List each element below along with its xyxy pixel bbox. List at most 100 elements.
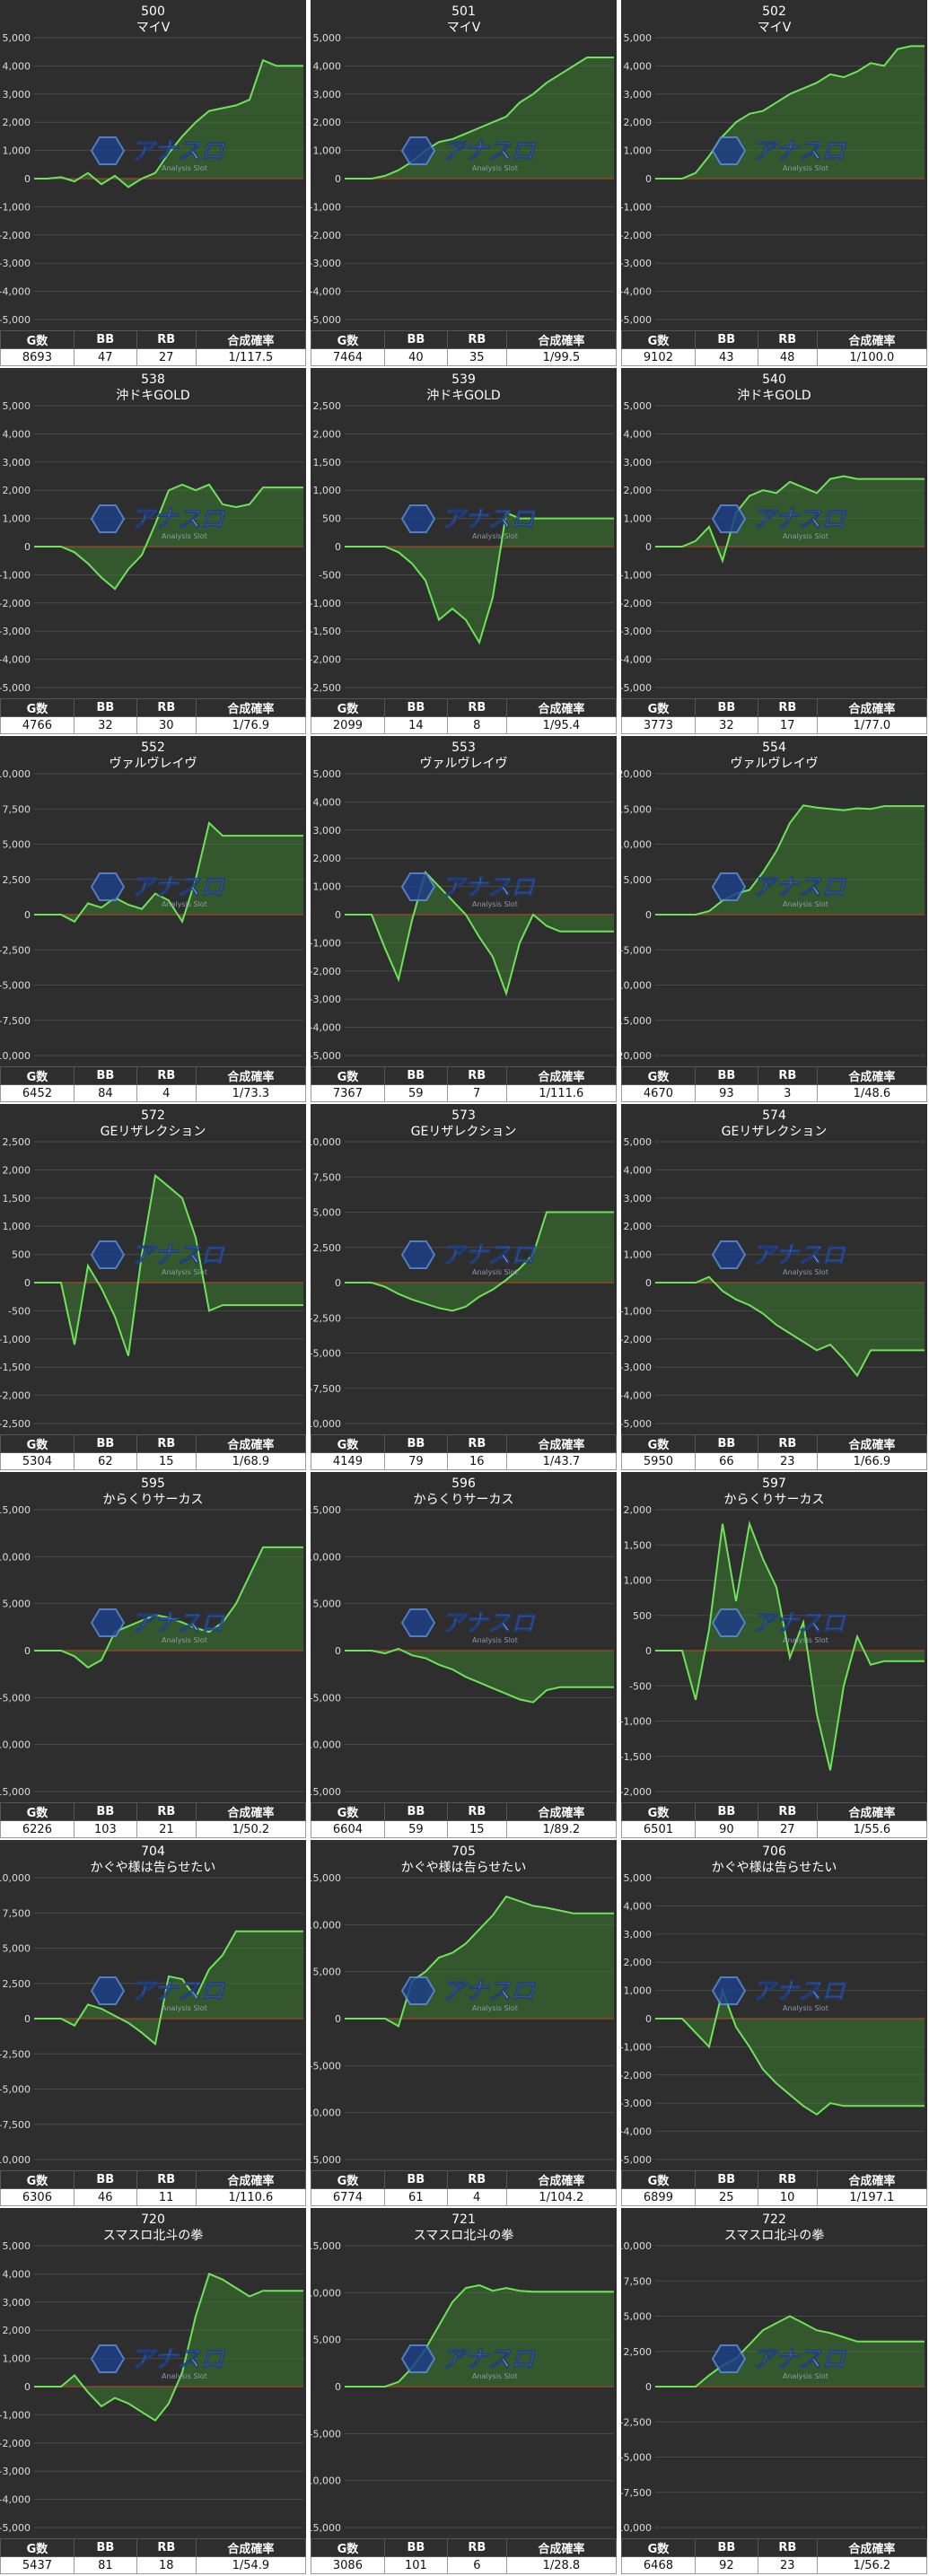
series-line <box>655 1987 925 2116</box>
stats-value-rate: 1/104.2 <box>505 2188 618 2206</box>
y-tick-label: 0 <box>24 173 31 185</box>
stats-value-rb: 18 <box>136 2556 197 2574</box>
stats-table: G数 BB RB 合成確率 5437 81 18 1/54.9 <box>0 2538 307 2574</box>
stats-value-rb: 11 <box>136 2188 197 2206</box>
logo-subtext: Analysis Slot <box>472 164 518 172</box>
stats-header-rate: 合成確率 <box>195 1066 307 1085</box>
stats-value-bb: 14 <box>383 716 448 734</box>
chart-svg: 5,000 4,000 3,000 2,000 1,000 0 -1,000 -2,000 -3… <box>621 400 925 694</box>
machine-name: マイV <box>136 21 171 35</box>
y-tick-label: -10,000 <box>311 1739 341 1751</box>
y-tick-label: 0 <box>645 173 652 185</box>
y-tick-label: 4,000 <box>313 796 342 808</box>
stats-header-bb: BB <box>383 2538 448 2557</box>
y-tick-label: -7,500 <box>0 1015 31 1027</box>
stats-header-g: G数 <box>0 698 74 717</box>
stats-value-rate: 1/48.6 <box>816 1084 928 1102</box>
logo-subtext: Analysis Slot <box>162 2372 207 2380</box>
machine-number: 539 <box>451 372 476 387</box>
stats-header-rate: 合成確率 <box>816 2538 928 2557</box>
y-tick-label: 3,000 <box>624 89 653 101</box>
stats-value-bb: 25 <box>694 2188 758 2206</box>
y-tick-label: -5,000 <box>0 2522 31 2534</box>
logo-hex-icon <box>711 872 747 901</box>
stats-header-rate: 合成確率 <box>505 330 618 349</box>
y-tick-label: 1,000 <box>313 881 342 893</box>
series-line <box>345 511 614 645</box>
stats-value-g: 9102 <box>621 348 696 366</box>
y-tick-label: 15,000 <box>621 803 652 815</box>
y-tick-label: 4,000 <box>313 60 342 72</box>
stats-header-rate: 合成確率 <box>816 698 928 717</box>
y-tick-label: 3,000 <box>624 457 653 469</box>
y-tick-label: -10,000 <box>0 1739 31 1751</box>
y-tick-label: -500 <box>319 569 341 581</box>
y-tick-label: 5,000 <box>313 2335 342 2346</box>
y-tick-label: 500 <box>12 1249 31 1261</box>
chart-header: 572 GEリザレクション <box>0 1108 306 1140</box>
stats-value-rate: 1/43.7 <box>505 1452 618 1470</box>
stats-value-rb: 48 <box>757 348 818 366</box>
chart-header: 722 スマスロ北斗の拳 <box>621 2212 927 2244</box>
stats-header-rb: RB <box>446 1066 507 1085</box>
y-tick-label: -1,000 <box>311 201 341 213</box>
stats-header-bb: BB <box>73 1802 137 1821</box>
stats-header-bb: BB <box>383 1434 448 1453</box>
y-tick-label: -15,000 <box>311 2154 341 2166</box>
stats-header-rb: RB <box>136 698 197 717</box>
logo-hex-icon <box>711 2344 747 2373</box>
stats-header-rb: RB <box>446 1802 507 1821</box>
stats-value-bb: 46 <box>73 2188 137 2206</box>
y-tick-label: 3,000 <box>313 825 342 837</box>
y-tick-label: 5,000 <box>3 839 31 851</box>
logo-text: アナスロ <box>752 138 846 165</box>
y-tick-label: -15,000 <box>0 1786 31 1798</box>
y-tick-label: -5,000 <box>0 1692 31 1704</box>
machine-name: GEリザレクション <box>100 1125 206 1139</box>
area-fill <box>655 1990 925 2115</box>
stats-header-g: G数 <box>311 2538 385 2557</box>
stats-header-rate: 合成確率 <box>195 1434 307 1453</box>
stats-value-rate: 1/73.3 <box>195 1084 307 1102</box>
stats-header-g: G数 <box>311 698 385 717</box>
y-tick-label: 4,000 <box>3 60 31 72</box>
stats-header-rb: RB <box>136 2170 197 2189</box>
y-tick-label: 1,000 <box>313 145 342 157</box>
chart-header: 552 ヴァルヴレイヴ <box>0 740 306 772</box>
logo-hex-icon <box>711 136 747 165</box>
y-tick-label: 0 <box>335 2013 341 2025</box>
y-tick-label: -2,500 <box>0 2048 31 2060</box>
y-tick-label: 0 <box>24 1277 31 1289</box>
chart-svg: 2,500 2,000 1,500 1,000 500 0 -500 -1,000 -1,500… <box>0 1136 303 1430</box>
machine-name: ヴァルヴレイヴ <box>730 757 819 771</box>
y-tick-label: -1,000 <box>621 201 652 213</box>
logo-hex-icon <box>711 1608 747 1637</box>
y-tick-label: 5,000 <box>624 400 653 412</box>
y-tick-label: 2,000 <box>313 853 342 864</box>
y-tick-label: 3,000 <box>3 2297 31 2309</box>
chart-panel: 2,500 2,000 1,500 1,000 500 0 -500 -1,000 -1,500… <box>0 1104 307 1470</box>
stats-value-rb: 30 <box>136 716 197 734</box>
y-tick-label: -500 <box>8 1305 31 1317</box>
chart-panel: 5,000 4,000 3,000 2,000 1,000 0 -1,000 -2,000 -3… <box>311 736 618 1102</box>
y-tick-label: 4,000 <box>624 1164 653 1176</box>
machine-name: からくりサーカス <box>723 1493 825 1507</box>
stats-value-rate: 1/111.6 <box>505 1084 618 1102</box>
machine-name: マイV <box>757 21 792 35</box>
y-tick-label: 500 <box>322 513 341 525</box>
area-fill <box>345 1648 614 1703</box>
y-tick-label: 4,000 <box>624 1900 653 1912</box>
stats-value-rate: 1/68.9 <box>195 1452 307 1470</box>
area-fill <box>34 1931 303 2045</box>
y-tick-label: 3,000 <box>624 1929 653 1941</box>
y-tick-label: 0 <box>24 909 31 921</box>
y-tick-label: 0 <box>645 1645 652 1657</box>
area-fill <box>34 822 303 922</box>
stats-value-rb: 35 <box>446 348 507 366</box>
y-tick-label: -3,000 <box>621 626 652 637</box>
machine-name: 沖ドキGOLD <box>426 389 501 403</box>
